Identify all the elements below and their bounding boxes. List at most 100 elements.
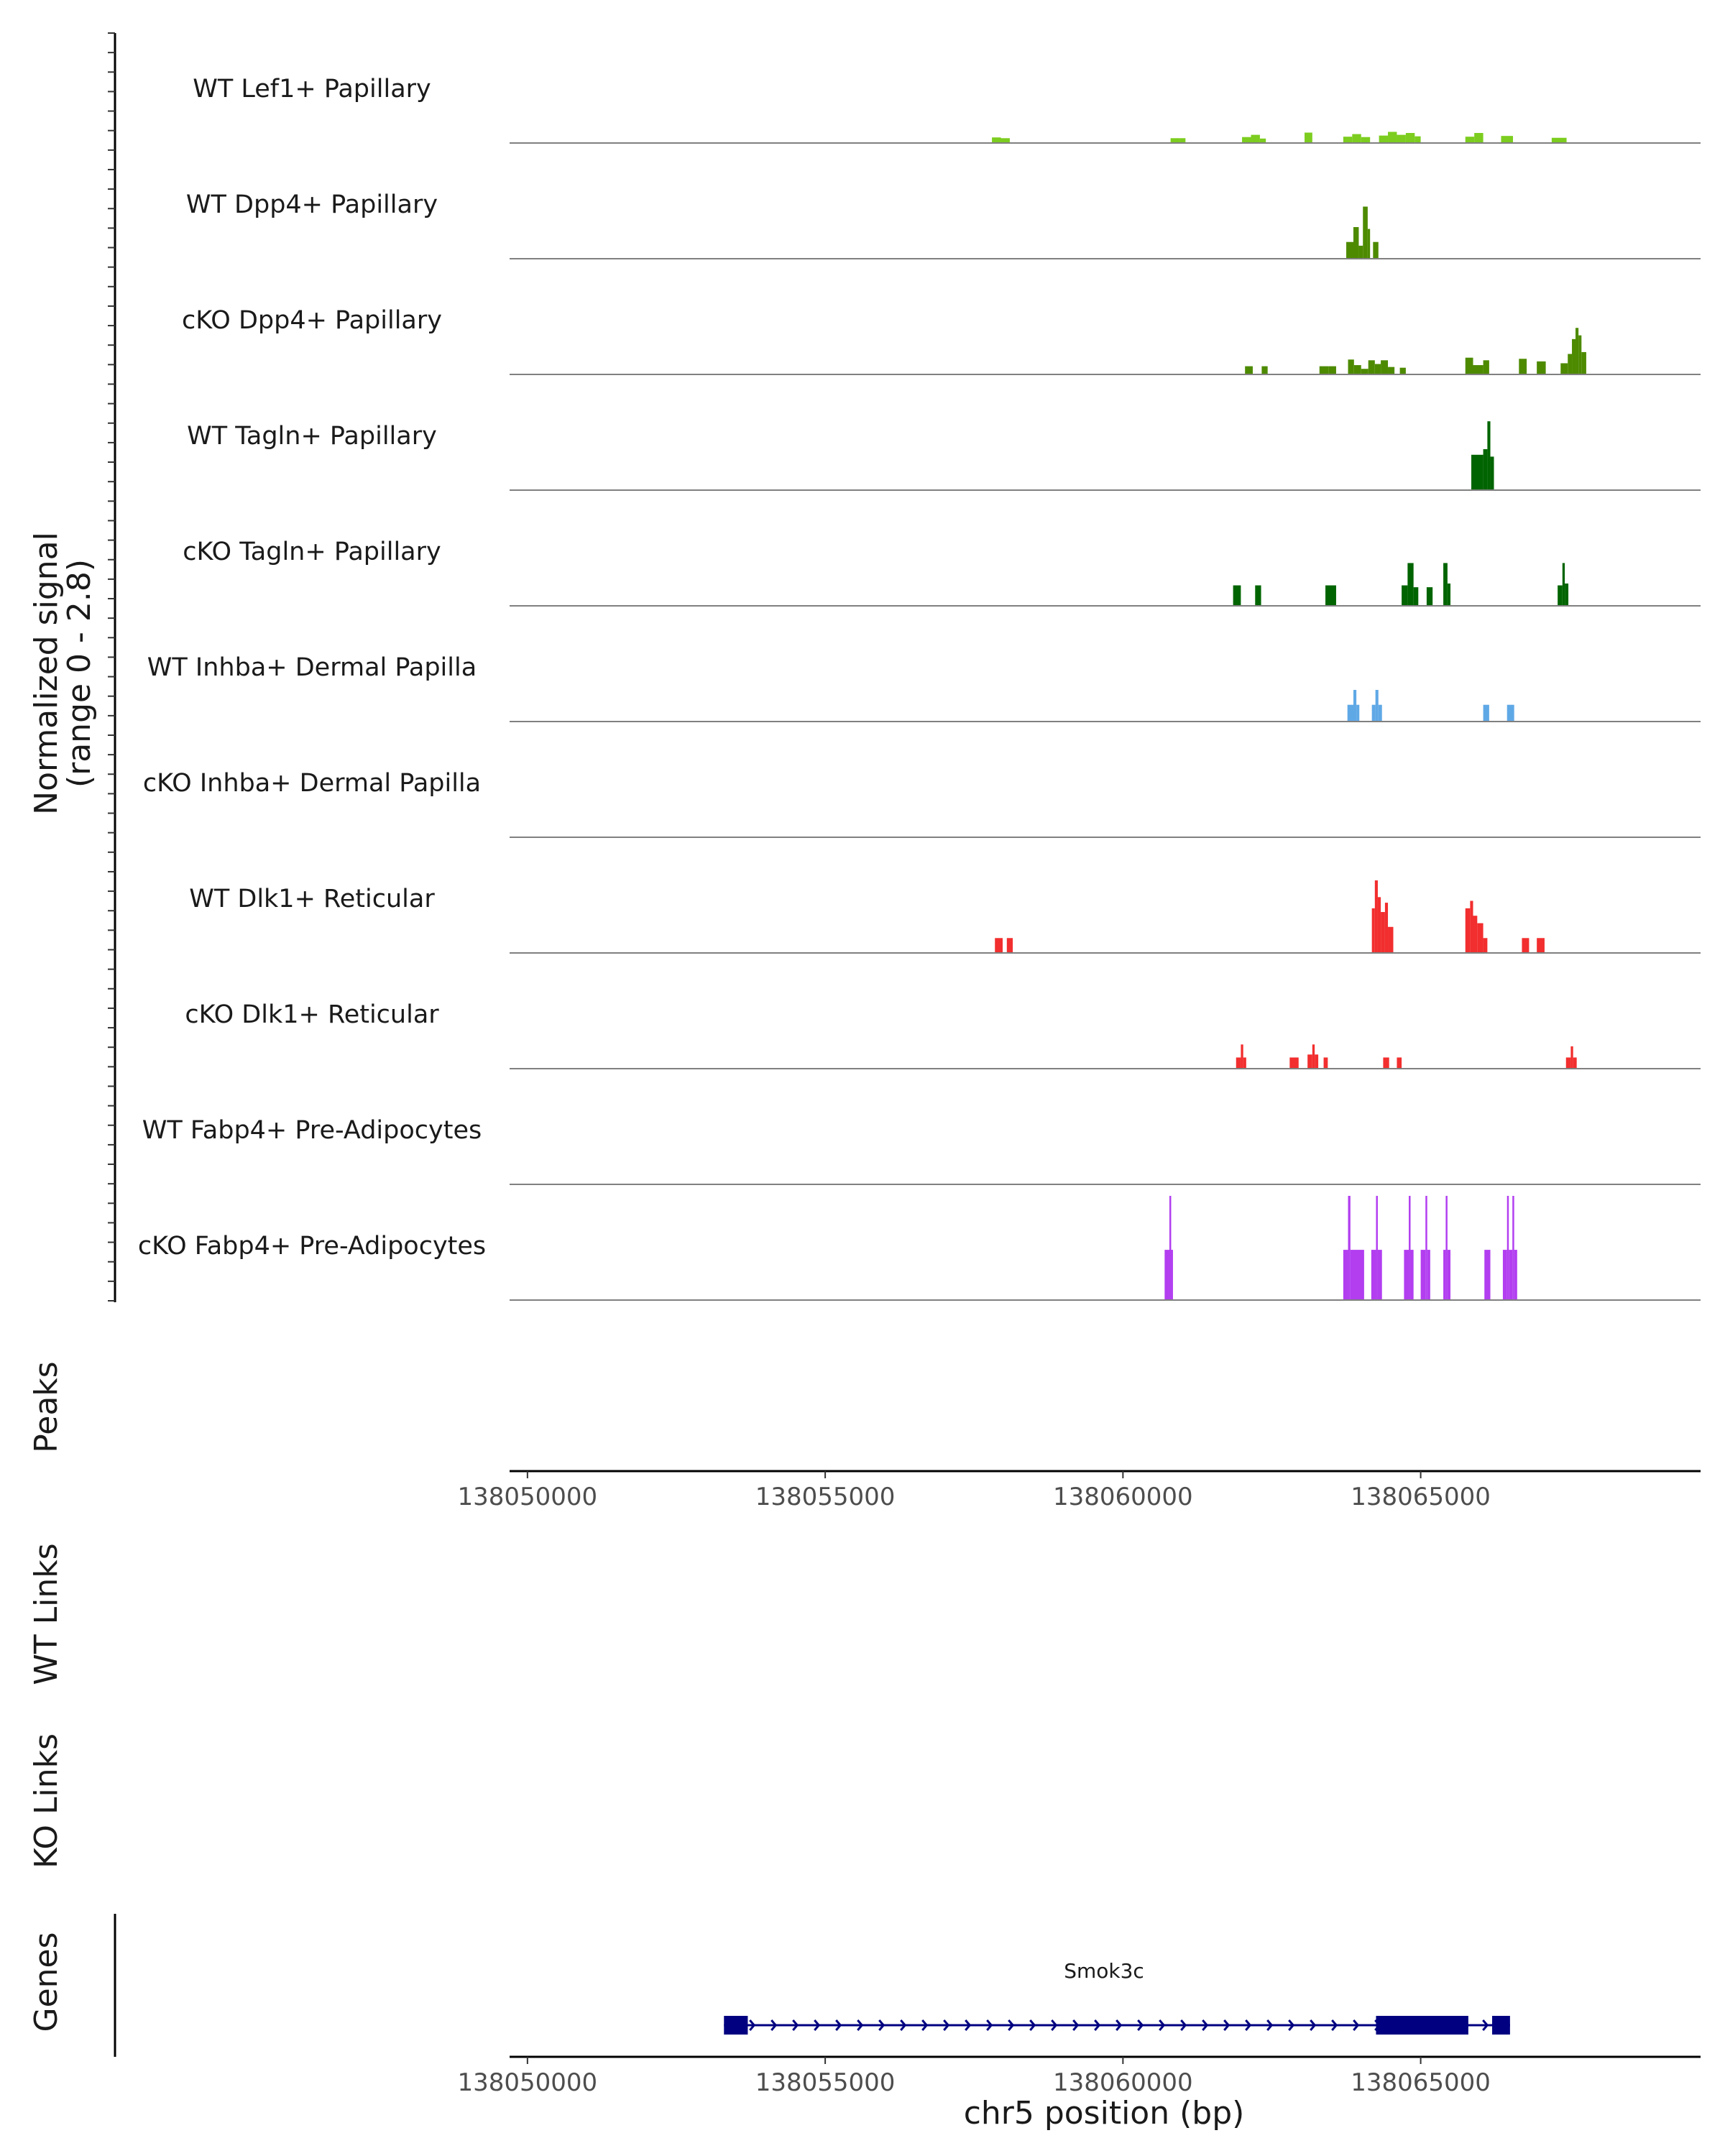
strand-arrow-icon — [814, 2019, 821, 2031]
signal-track: WT Dpp4+ Papillary — [186, 190, 1701, 259]
signal-track: cKO Tagln+ Papillary — [183, 538, 1701, 607]
signal-bar — [1378, 704, 1382, 722]
signal-bar — [1384, 903, 1389, 953]
signal-bar — [1259, 138, 1266, 143]
signal-bar — [1379, 135, 1389, 143]
signal-bar — [1381, 912, 1385, 953]
signal-bar — [1572, 338, 1576, 374]
signal-bar — [1490, 456, 1494, 490]
strand-arrow-icon — [1029, 2019, 1036, 2031]
signal-bar — [1410, 1250, 1414, 1300]
signal-bar — [1399, 367, 1406, 374]
signal-bar — [1426, 587, 1433, 606]
track-label: cKO Fabp4+ Pre-Adipocytes — [138, 1232, 486, 1261]
x-tick-label: 138050000 — [458, 1483, 598, 1511]
signal-bar — [1353, 365, 1361, 374]
signal-bar — [1465, 357, 1473, 374]
x-tick-label: 138055000 — [755, 2068, 896, 2097]
signal-bar — [1353, 226, 1359, 259]
signal-bar — [1388, 367, 1395, 374]
strand-arrow-icon — [1223, 2019, 1230, 2031]
track-label: WT Dlk1+ Reticular — [189, 885, 435, 913]
track-label: WT Dpp4+ Papillary — [186, 190, 438, 219]
signal-bar — [1573, 1057, 1577, 1069]
signal-bar — [1483, 360, 1489, 374]
track-label: WT Tagln+ Papillary — [187, 422, 437, 451]
strand-arrow-icon — [792, 2019, 799, 2031]
signal-bar — [1581, 351, 1586, 374]
signal-bar — [1289, 1057, 1299, 1069]
signal-bar — [1368, 360, 1375, 374]
signal-bar — [1565, 1057, 1571, 1069]
signal-bar — [1397, 134, 1406, 143]
strand-arrow-icon — [878, 2019, 886, 2031]
gene-exon — [1492, 2016, 1510, 2035]
signal-bar — [1425, 1196, 1427, 1300]
strand-arrow-icon — [965, 2019, 972, 2031]
signal-bar — [1506, 1196, 1509, 1300]
signal-bar — [1374, 364, 1381, 374]
signal-bar — [995, 938, 1003, 953]
signal-bar — [1484, 1250, 1491, 1300]
signal-bar — [1474, 133, 1484, 143]
signal-bar — [1377, 1250, 1382, 1300]
strand-arrow-icon — [921, 2019, 929, 2031]
signal-bar — [1374, 880, 1378, 953]
strand-arrow-icon — [1180, 2019, 1187, 2031]
signal-track: WT Dlk1+ Reticular — [189, 880, 1701, 954]
strand-arrow-icon — [1094, 2019, 1101, 2031]
signal-bar — [1347, 704, 1353, 722]
x-tick-label: 138050000 — [458, 2068, 598, 2097]
x-tick-label: 138060000 — [1053, 2068, 1193, 2097]
signal-bar — [1323, 1057, 1328, 1069]
signal-bar — [1353, 689, 1357, 722]
signal-bar — [1502, 1250, 1507, 1300]
strand-arrow-icon — [1008, 2019, 1015, 2031]
signal-track: cKO Fabp4+ Pre-Adipocytes — [138, 1196, 1701, 1301]
strand-arrow-icon — [943, 2019, 950, 2031]
signal-bar — [1483, 449, 1488, 490]
signal-bar — [1319, 366, 1329, 374]
signal-bar — [1233, 585, 1241, 606]
signal-bar — [1420, 1250, 1426, 1300]
gene-exon — [1376, 2016, 1468, 2035]
signal-track: WT Lef1+ Papillary — [193, 75, 1701, 144]
signal-bar — [1371, 704, 1376, 722]
signal-bar — [1405, 133, 1415, 143]
signal-bar — [1350, 1250, 1364, 1300]
signal-bar — [1404, 1250, 1409, 1300]
signal-bar — [1388, 926, 1394, 953]
signal-bar — [1000, 138, 1010, 143]
signal-bar — [1375, 689, 1379, 722]
signal-bar — [1565, 583, 1569, 606]
x-tick-label: 138060000 — [1053, 1483, 1193, 1511]
signal-bar — [1241, 1044, 1243, 1069]
strand-arrow-icon — [1116, 2019, 1123, 2031]
signal-bar — [1445, 1196, 1448, 1300]
strand-arrow-icon — [1202, 2019, 1209, 2031]
signal-bar — [1388, 132, 1397, 143]
signal-bar — [1381, 360, 1389, 374]
signal-bar — [1164, 1250, 1169, 1300]
signal-bar — [1006, 938, 1013, 953]
track-label: WT Fabp4+ Pre-Adipocytes — [142, 1116, 482, 1145]
signal-bar — [1522, 938, 1530, 953]
signal-bar — [1261, 366, 1268, 374]
signal-y-axis — [108, 32, 116, 1302]
track-label: cKO Inhba+ Dermal Papilla — [143, 769, 481, 798]
signal-bar — [1537, 361, 1546, 374]
x-tick-label: 138055000 — [755, 1483, 896, 1511]
signal-bar — [1506, 704, 1514, 722]
signal-bar — [1501, 136, 1514, 143]
signal-bar — [1367, 229, 1371, 259]
signal-bar — [1305, 132, 1312, 143]
signal-bar — [1312, 1044, 1315, 1069]
strand-arrow-icon — [1310, 2019, 1317, 2031]
signal-bar — [1562, 563, 1565, 606]
signal-bar — [1325, 585, 1336, 606]
signal-bar — [1243, 1057, 1246, 1069]
signal-bar — [1483, 704, 1489, 722]
signal-bar — [1352, 134, 1361, 143]
strand-arrow-icon — [770, 2019, 778, 2031]
